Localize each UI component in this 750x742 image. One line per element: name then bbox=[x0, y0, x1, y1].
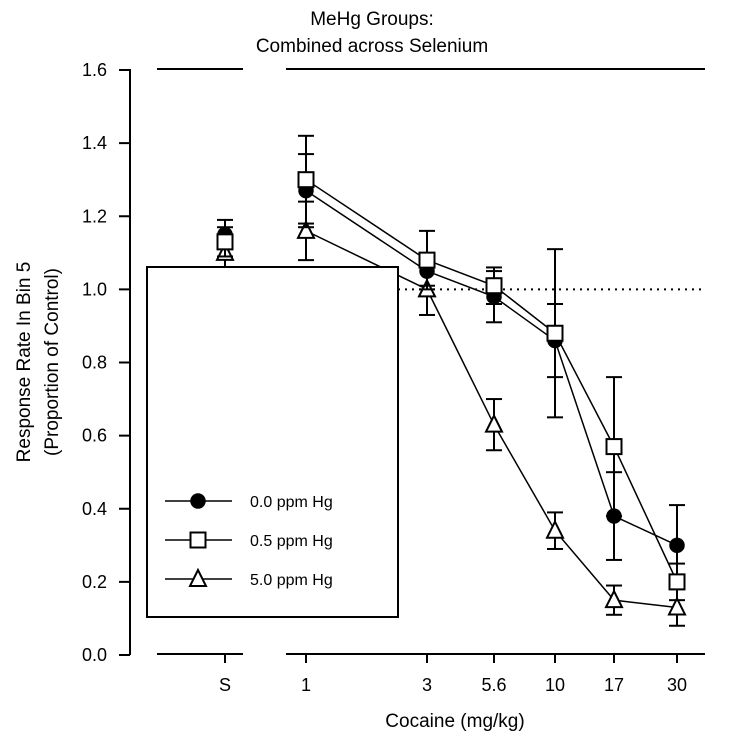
data-point bbox=[216, 233, 234, 251]
x-tick-label: S bbox=[219, 675, 231, 695]
data-point bbox=[296, 219, 316, 239]
data-point bbox=[418, 251, 436, 269]
data-point bbox=[605, 438, 623, 456]
legend-box bbox=[146, 266, 399, 618]
data-point bbox=[668, 573, 686, 591]
x-tick-label: 30 bbox=[667, 675, 687, 695]
data-point bbox=[485, 277, 503, 295]
y-tick-label: 1.2 bbox=[82, 206, 107, 226]
y-tick-label: 0.4 bbox=[82, 499, 107, 519]
legend-item: 0.5 ppm Hg bbox=[165, 531, 333, 550]
y-axis-label-line-1: Response Rate In Bin 5 bbox=[14, 262, 35, 463]
x-tick-label: 3 bbox=[422, 675, 432, 695]
y-tick-label: 0.0 bbox=[82, 645, 107, 665]
series-line bbox=[305, 179, 678, 583]
data-point bbox=[546, 324, 564, 342]
legend-label: 0.0 ppm Hg bbox=[250, 494, 333, 511]
legend-marker bbox=[188, 567, 208, 587]
x-tick-label: 17 bbox=[604, 675, 624, 695]
data-point bbox=[484, 413, 504, 433]
legend-marker bbox=[189, 531, 207, 549]
y-tick-label: 0.8 bbox=[82, 353, 107, 373]
y-axis-label-line-2: (Proportion of Control) bbox=[42, 268, 63, 456]
x-tick-label: 10 bbox=[545, 675, 565, 695]
data-point bbox=[667, 596, 687, 616]
x-axis-label: Cocaine (mg/kg) bbox=[385, 711, 524, 732]
y-tick-label: 0.2 bbox=[82, 572, 107, 592]
data-point bbox=[545, 519, 565, 539]
legend-marker bbox=[190, 493, 206, 509]
x-tick-label: 1 bbox=[301, 675, 311, 695]
y-tick-label: 1.0 bbox=[82, 279, 107, 299]
chart-title-line-2: Combined across Selenium bbox=[256, 36, 488, 57]
data-point bbox=[669, 537, 685, 554]
legend-label: 5.0 ppm Hg bbox=[250, 572, 333, 589]
series-0-5-ppm-hg bbox=[216, 134, 686, 602]
x-tick-label: 5.6 bbox=[481, 675, 506, 695]
y-tick-label: 1.4 bbox=[82, 133, 107, 153]
chart-title-line-1: MeHg Groups: bbox=[310, 9, 434, 30]
legend-item: 5.0 ppm Hg bbox=[165, 567, 333, 589]
legend: 0.0 ppm Hg 0.5 ppm Hg 5.0 ppm Hg bbox=[146, 266, 399, 618]
legend-item: 0.0 ppm Hg bbox=[165, 493, 333, 511]
legend-label: 0.5 ppm Hg bbox=[250, 533, 333, 550]
series-line bbox=[305, 190, 678, 546]
y-tick-label: 0.6 bbox=[82, 426, 107, 446]
data-point bbox=[604, 588, 624, 609]
y-tick-label: 1.6 bbox=[82, 60, 107, 80]
data-point bbox=[297, 171, 315, 189]
series-line bbox=[305, 230, 678, 609]
